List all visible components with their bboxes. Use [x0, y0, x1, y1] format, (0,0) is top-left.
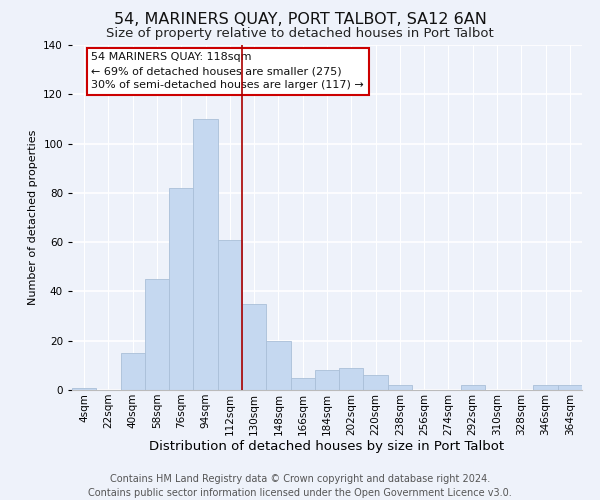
- Bar: [72, 388, 96, 390]
- Bar: [364, 375, 388, 390]
- Bar: [315, 370, 339, 390]
- Bar: [145, 279, 169, 390]
- Bar: [266, 340, 290, 390]
- Bar: [218, 240, 242, 390]
- Bar: [193, 119, 218, 390]
- Y-axis label: Number of detached properties: Number of detached properties: [28, 130, 38, 305]
- Bar: [121, 353, 145, 390]
- Bar: [461, 385, 485, 390]
- Text: Contains HM Land Registry data © Crown copyright and database right 2024.
Contai: Contains HM Land Registry data © Crown c…: [88, 474, 512, 498]
- Text: 54, MARINERS QUAY, PORT TALBOT, SA12 6AN: 54, MARINERS QUAY, PORT TALBOT, SA12 6AN: [113, 12, 487, 28]
- Bar: [388, 385, 412, 390]
- Bar: [290, 378, 315, 390]
- Bar: [242, 304, 266, 390]
- Text: Size of property relative to detached houses in Port Talbot: Size of property relative to detached ho…: [106, 28, 494, 40]
- Bar: [558, 385, 582, 390]
- Bar: [533, 385, 558, 390]
- X-axis label: Distribution of detached houses by size in Port Talbot: Distribution of detached houses by size …: [149, 440, 505, 454]
- Bar: [339, 368, 364, 390]
- Bar: [169, 188, 193, 390]
- Text: 54 MARINERS QUAY: 118sqm
← 69% of detached houses are smaller (275)
30% of semi-: 54 MARINERS QUAY: 118sqm ← 69% of detach…: [91, 52, 364, 90]
